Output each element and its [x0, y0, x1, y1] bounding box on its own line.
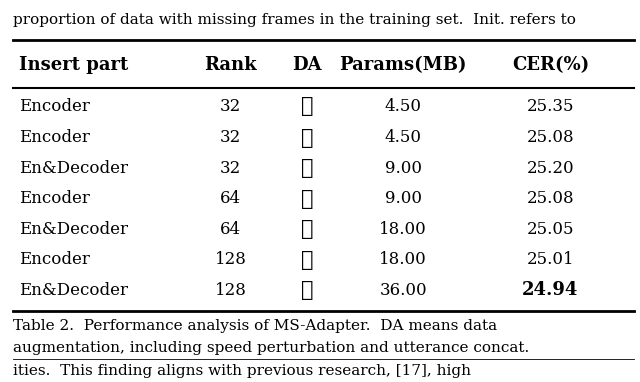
Text: 4.50: 4.50 — [385, 99, 422, 115]
Text: 18.00: 18.00 — [380, 251, 427, 268]
Text: Encoder: Encoder — [19, 129, 90, 146]
Text: ✓: ✓ — [301, 189, 314, 209]
Text: augmentation, including speed perturbation and utterance concat.: augmentation, including speed perturbati… — [13, 341, 529, 355]
Text: 32: 32 — [220, 129, 241, 146]
Text: 128: 128 — [214, 282, 246, 299]
Text: 32: 32 — [220, 99, 241, 115]
Text: ✓: ✓ — [301, 158, 314, 178]
Text: En&Decoder: En&Decoder — [19, 160, 128, 176]
Text: ✓: ✓ — [301, 219, 314, 239]
Text: 9.00: 9.00 — [385, 160, 422, 176]
Text: Insert part: Insert part — [19, 56, 129, 74]
Text: 64: 64 — [220, 190, 241, 207]
Text: 32: 32 — [220, 160, 241, 176]
Text: ✗: ✗ — [301, 97, 314, 117]
Text: Encoder: Encoder — [19, 251, 90, 268]
Text: 64: 64 — [220, 221, 241, 238]
Text: 36.00: 36.00 — [380, 282, 427, 299]
Text: DA: DA — [292, 56, 322, 74]
Text: 18.00: 18.00 — [380, 221, 427, 238]
Text: ✓: ✓ — [301, 280, 314, 300]
Text: Encoder: Encoder — [19, 190, 90, 207]
Text: 25.01: 25.01 — [527, 251, 574, 268]
Text: 128: 128 — [214, 251, 246, 268]
Text: 25.08: 25.08 — [527, 190, 574, 207]
Text: Params(MB): Params(MB) — [339, 56, 467, 74]
Text: En&Decoder: En&Decoder — [19, 221, 128, 238]
Text: CER(%): CER(%) — [512, 56, 589, 74]
Text: ✓: ✓ — [301, 250, 314, 270]
Text: 24.94: 24.94 — [522, 281, 579, 299]
Text: Table 2.  Performance analysis of MS-Adapter.  DA means data: Table 2. Performance analysis of MS-Adap… — [13, 319, 497, 333]
Text: En&Decoder: En&Decoder — [19, 282, 128, 299]
Text: proportion of data with missing frames in the training set.  Init. refers to: proportion of data with missing frames i… — [13, 13, 575, 28]
Text: Rank: Rank — [204, 56, 257, 74]
Text: 9.00: 9.00 — [385, 190, 422, 207]
Text: 25.05: 25.05 — [527, 221, 574, 238]
Text: 4.50: 4.50 — [385, 129, 422, 146]
Text: ✓: ✓ — [301, 128, 314, 147]
Text: 25.20: 25.20 — [527, 160, 574, 176]
Text: Encoder: Encoder — [19, 99, 90, 115]
Text: ities.  This finding aligns with previous research, [17], high: ities. This finding aligns with previous… — [13, 364, 471, 378]
Text: 25.35: 25.35 — [527, 99, 574, 115]
Text: 25.08: 25.08 — [527, 129, 574, 146]
